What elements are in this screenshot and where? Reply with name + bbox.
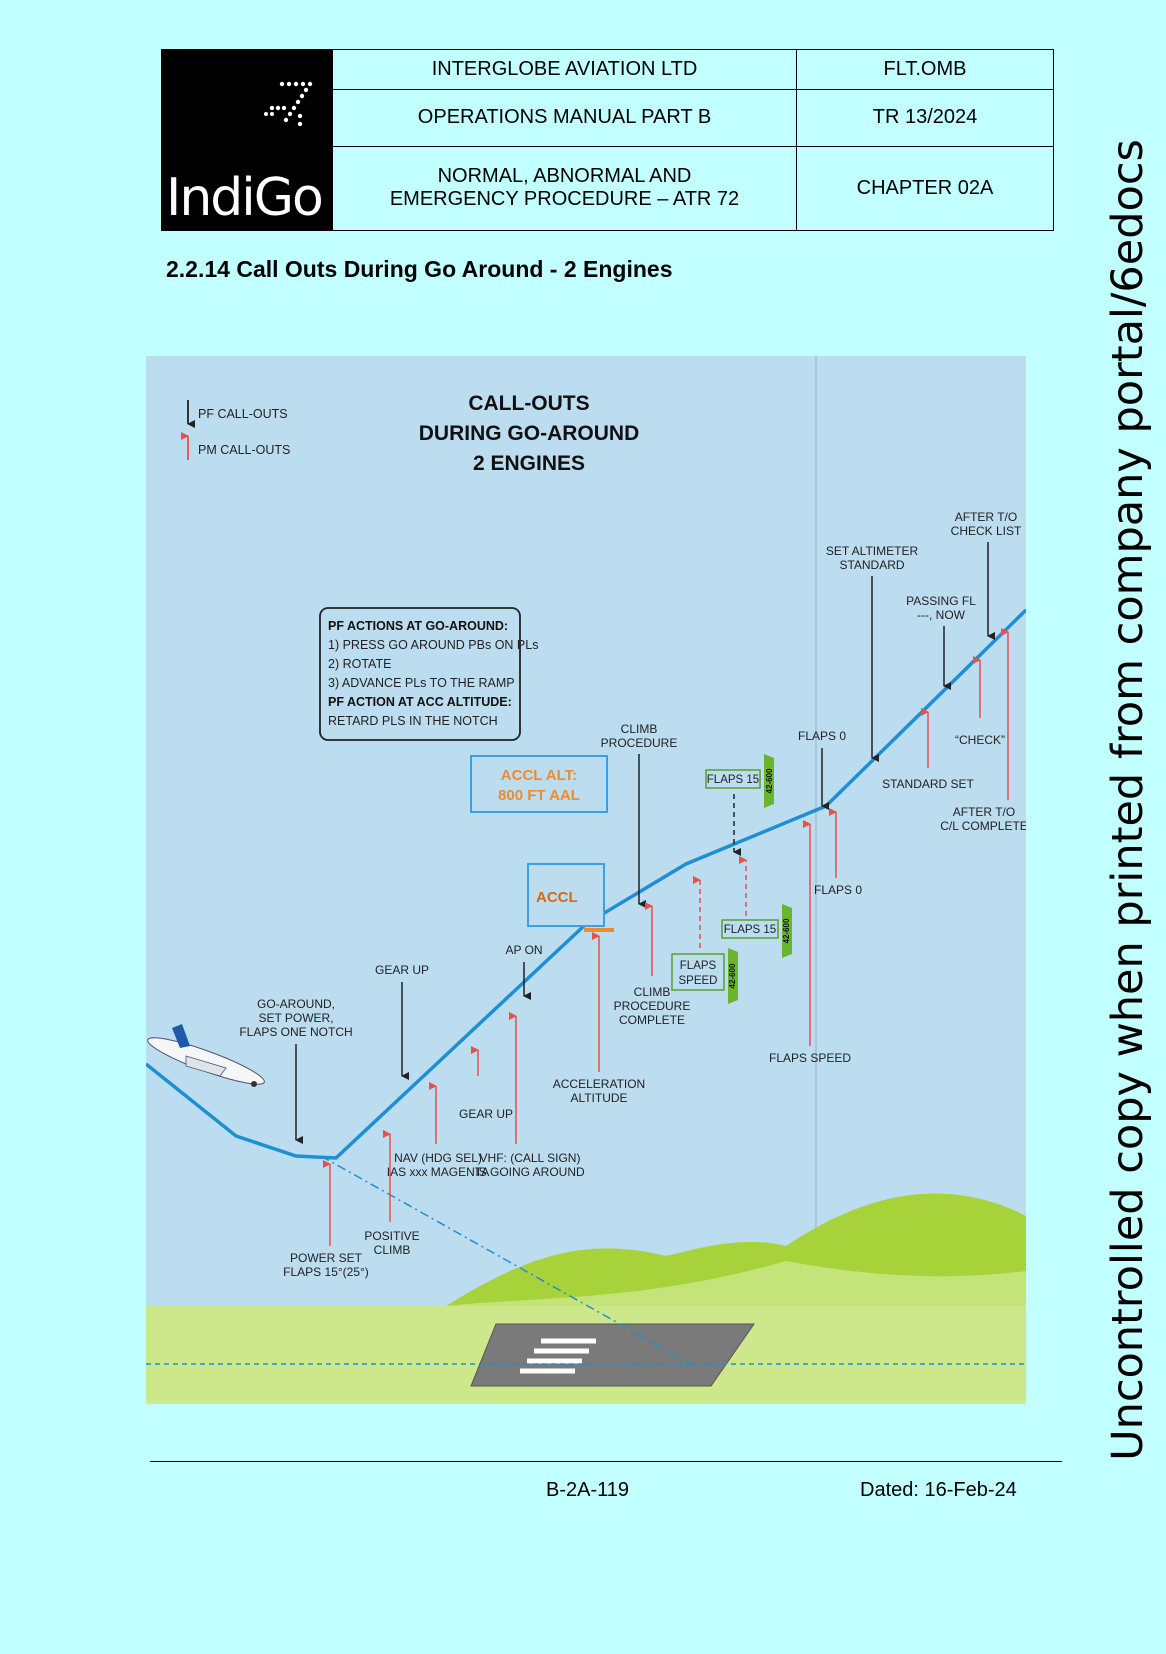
chapter-title: NORMAL, ABNORMAL AND EMERGENCY PROCEDURE… [332, 145, 797, 232]
tag-42-600-speed: 42-600 [728, 963, 737, 988]
accl-alt-line2: 800 FT AAL [498, 787, 580, 804]
chapter-title-line1: NORMAL, ABNORMAL AND [437, 165, 692, 188]
gear-up-pm-label: GEAR UP [459, 1107, 513, 1121]
climb-complete-line3: COMPLETE [619, 1013, 685, 1027]
check-label: “CHECK” [955, 733, 1005, 747]
flaps15-upper-box: FLAPS 15 42-600 [705, 754, 774, 808]
actions-line5: PF ACTION AT ACC ALTITUDE: [328, 695, 512, 709]
set-altimeter-line2: STANDARD [839, 558, 904, 572]
pm-callouts: POWER SET FLAPS 15°(25°) POSITIVE CLIMB … [283, 628, 1026, 1279]
figure-title-line1: CALL-OUTS [468, 392, 589, 415]
nav-line1: NAV (HDG SEL) [394, 1151, 482, 1165]
flaps0-pm-label: FLAPS 0 [814, 883, 862, 897]
hills-front [446, 1261, 1026, 1306]
legend-pm-label: PM CALL-OUTS [198, 443, 290, 457]
positive-climb-line1: POSITIVE [364, 1229, 419, 1243]
after-to-complete-line2: C/L COMPLETE [940, 819, 1026, 833]
chapter-number: CHAPTER 02A [796, 145, 1054, 232]
set-altimeter-line1: SET ALTIMETER [826, 544, 919, 558]
actions-line2: 1) PRESS GO AROUND PBs ON PLs [328, 638, 538, 652]
climb-procedure-line1: CLIMB [621, 722, 658, 736]
climb-complete-line2: PROCEDURE [614, 999, 691, 1013]
acceleration-altitude-line2: ALTITUDE [570, 1091, 627, 1105]
accl-annotation: ACCL [527, 863, 605, 927]
after-to-checklist-line2: CHECK LIST [951, 524, 1022, 538]
acceleration-marker [584, 928, 614, 932]
vhf-line2: IS GOING AROUND [475, 1165, 585, 1179]
figure-title-line2: DURING GO-AROUND [419, 422, 640, 445]
revision: TR 13/2024 [796, 89, 1054, 147]
doc-code: FLT.OMB [796, 48, 1054, 91]
flaps-speed-label: FLAPS SPEED [769, 1051, 851, 1065]
actions-line6: RETARD PLS IN THE NOTCH [328, 714, 498, 728]
document-header: IndiGo INTERGLOBE AVIATION LTD FLT.OMB O… [161, 48, 1054, 232]
vhf-line1: VHF: (CALL SIGN) [480, 1151, 581, 1165]
accl-alt-annotation: ACCL ALT: 800 FT AAL [470, 755, 608, 813]
climb-complete-line1: CLIMB [634, 985, 671, 999]
company-name: INTERGLOBE AVIATION LTD [332, 48, 797, 91]
go-around-diagram: CALL-OUTS DURING GO-AROUND 2 ENGINES PF … [146, 356, 1026, 1404]
document-date: Dated: 16-Feb-24 [860, 1479, 1017, 1501]
actions-line1: PF ACTIONS AT GO-AROUND: [328, 619, 508, 633]
company-logo: IndiGo [161, 49, 333, 231]
go-around-line3: FLAPS ONE NOTCH [239, 1025, 352, 1039]
after-to-complete-line1: AFTER T/O [953, 805, 1015, 819]
flaps-speed-box-line2: SPEED [679, 975, 718, 987]
flaps15-lower-box: FLAPS 15 42-600 [721, 904, 792, 958]
aircraft-icon [147, 1024, 265, 1087]
manual-name: OPERATIONS MANUAL PART B [332, 89, 797, 147]
watermark: Uncontrolled copy when printed from comp… [1103, 139, 1153, 1461]
logo-wordmark: IndiGo [166, 168, 324, 228]
tag-42-600-lower: 42-600 [782, 918, 791, 943]
passing-fl-line2: ---, NOW [917, 608, 966, 622]
actions-line3: 2) ROTATE [328, 657, 391, 671]
after-to-checklist-line1: AFTER T/O [955, 510, 1017, 524]
runway [470, 1323, 755, 1387]
glide-path-line [320, 1155, 692, 1365]
gear-up-pf-label: GEAR UP [375, 963, 429, 977]
chapter-title-line2: EMERGENCY PROCEDURE – ATR 72 [389, 188, 740, 211]
plane-dots-icon [264, 81, 313, 127]
pf-actions-box: PF ACTIONS AT GO-AROUND: 1) PRESS GO ARO… [319, 607, 538, 741]
flaps0-pf-label: FLAPS 0 [798, 729, 846, 743]
flaps-speed-box: FLAPS SPEED 42-600 [671, 948, 738, 1004]
runway-markings [520, 1338, 596, 1374]
ap-on-label: AP ON [505, 943, 542, 957]
flaps-speed-box-line1: FLAPS [680, 960, 717, 972]
positive-climb-line2: CLIMB [374, 1243, 411, 1257]
climb-procedure-line2: PROCEDURE [601, 736, 678, 750]
flaps15-upper-label: FLAPS 15 [707, 774, 759, 786]
footer-divider [150, 1461, 1062, 1462]
accl-alt-line1: ACCL ALT: [501, 767, 577, 784]
nav-line2: IAS xxx MAGENTA [387, 1165, 489, 1179]
pf-callouts: GO-AROUND, SET POWER, FLAPS ONE NOTCH GE… [239, 510, 1022, 1144]
power-set-line2: FLAPS 15°(25°) [283, 1265, 369, 1279]
figure-title-line3: 2 ENGINES [473, 452, 585, 475]
section-title: 2.2.14 Call Outs During Go Around - 2 En… [166, 256, 673, 282]
go-around-line2: SET POWER, [258, 1011, 333, 1025]
acceleration-altitude-line1: ACCELERATION [553, 1077, 645, 1091]
flaps15-lower-label: FLAPS 15 [724, 924, 776, 936]
power-set-line1: POWER SET [290, 1251, 363, 1265]
actions-line4: 3) ADVANCE PLs TO THE RAMP [328, 676, 515, 690]
standard-set-label: STANDARD SET [882, 777, 974, 791]
tag-42-600-upper: 42-600 [765, 768, 774, 793]
page-number: B-2A-119 [546, 1479, 630, 1501]
flight-path [146, 608, 1026, 1160]
legend-pf-label: PF CALL-OUTS [198, 407, 288, 421]
legend: PF CALL-OUTS PM CALL-OUTS [181, 400, 290, 460]
passing-fl-line1: PASSING FL [906, 594, 976, 608]
accl-label: ACCL [536, 889, 578, 906]
go-around-line1: GO-AROUND, [257, 997, 335, 1011]
